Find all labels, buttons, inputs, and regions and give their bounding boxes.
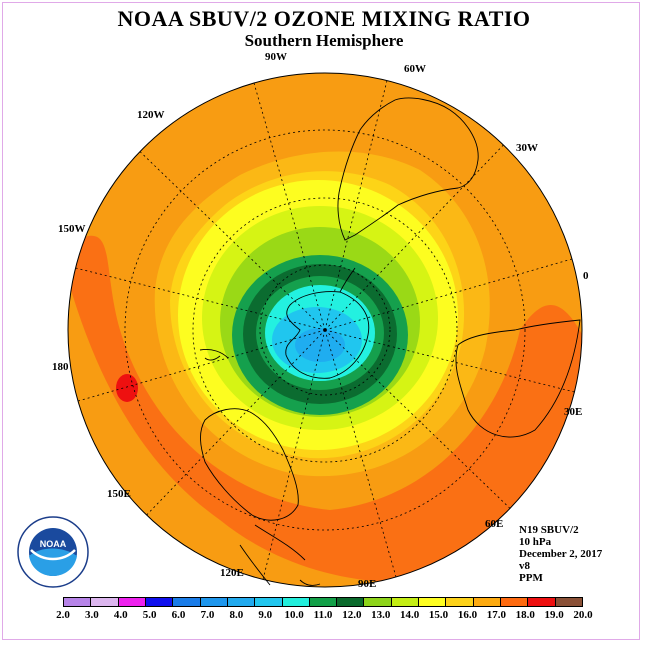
lon-label-0: 0 <box>583 270 589 282</box>
lon-label-30e: 30E <box>564 406 582 418</box>
colorbar-swatch <box>501 598 529 606</box>
lon-label-120w: 120W <box>137 109 165 121</box>
colorbar-swatch <box>446 598 474 606</box>
coast-antarctic-peninsula <box>339 267 356 293</box>
colorbar-label: 11.0 <box>313 609 333 621</box>
lon-label-60e: 60E <box>485 518 503 530</box>
colorbar-label: 13.0 <box>371 609 391 621</box>
lon-label-120e: 120E <box>220 567 244 579</box>
colorbar-swatch <box>528 598 556 606</box>
colorbar-label: 8.0 <box>229 609 244 621</box>
lon-label-90e: 90E <box>358 578 376 590</box>
logo-center-text: NOAA <box>40 539 67 549</box>
coast-new-zealand <box>199 349 229 361</box>
lon-label-90w: 90W <box>265 51 287 63</box>
coast-indonesia <box>239 524 321 586</box>
field-core <box>295 328 345 362</box>
noaa-logo: NOAA <box>17 516 89 588</box>
latitude-circles <box>124 129 526 531</box>
colorbar-label: 7.0 <box>200 609 215 621</box>
colorbar-swatch <box>91 598 119 606</box>
colorbar-label: 4.0 <box>113 609 128 621</box>
colorbar-label: 20.0 <box>573 609 593 621</box>
colorbar-label: 19.0 <box>544 609 564 621</box>
longitude-labels: 0 30E 60E 90E 120E 150E 180 150W 120W 90… <box>52 51 589 590</box>
colorbar-swatch <box>282 598 310 606</box>
colorbar <box>63 597 583 607</box>
colorbar-label: 3.0 <box>85 609 99 621</box>
coastlines <box>199 97 581 586</box>
colorbar-label: 16.0 <box>457 609 478 621</box>
map-title: NOAA SBUV/2 OZONE MIXING RATIO <box>117 6 531 31</box>
colorbar-swatch <box>555 598 582 606</box>
colorbar-swatch <box>391 598 420 606</box>
lon-label-60w: 60W <box>404 63 426 75</box>
colorbar-labels: 2.0 3.0 4.0 5.0 6.0 7.0 8.0 9.0 10.0 11.0 12.0 13.0… <box>48 609 598 623</box>
colorbar-label: 2.0 <box>56 609 70 621</box>
info-units: PPM <box>519 572 543 584</box>
field-max-cell <box>116 374 138 402</box>
colorbar-swatch <box>255 598 283 606</box>
colorbar-label: 14.0 <box>400 609 420 621</box>
info-version: v8 <box>519 560 530 572</box>
colorbar-swatch <box>473 598 501 606</box>
lon-label-150w: 150W <box>58 223 86 235</box>
map-subtitle: Southern Hemisphere <box>244 31 404 50</box>
lon-label-30w: 30W <box>516 142 538 154</box>
colorbar-label: 18.0 <box>515 609 535 621</box>
colorbar-swatch <box>227 598 256 606</box>
colorbar-label: 6.0 <box>171 609 186 621</box>
lon-label-150e: 150E <box>107 488 131 500</box>
figure-frame <box>2 2 640 640</box>
colorbar-swatch <box>309 598 338 606</box>
coast-south-america <box>337 97 479 241</box>
colorbar-swatch <box>145 598 174 606</box>
lon-label-180: 180 <box>52 361 69 373</box>
colorbar-swatch <box>118 598 146 606</box>
colorbar-label: 17.0 <box>486 609 506 621</box>
colorbar-swatch <box>173 598 201 606</box>
colorbar-swatch <box>364 598 392 606</box>
colorbar-swatch <box>419 598 447 606</box>
field-band-17-18 <box>68 235 582 583</box>
info-block: N19 SBUV/2 10 hPa December 2, 2017 v8 PP… <box>519 524 602 584</box>
colorbar-label: 9.0 <box>258 609 273 621</box>
coast-africa <box>455 319 581 438</box>
map-boundary <box>67 72 583 588</box>
info-level: 10 hPa <box>519 536 552 548</box>
colorbar-label: 15.0 <box>428 609 449 621</box>
colorbar-swatch <box>337 598 365 606</box>
colorbar-label: 12.0 <box>342 609 362 621</box>
colorbar-label: 10.0 <box>284 609 304 621</box>
colorbar-swatch <box>200 598 228 606</box>
colorbar-swatch <box>64 598 92 606</box>
colorbar-label: 5.0 <box>142 609 157 621</box>
info-date: December 2, 2017 <box>519 548 603 560</box>
info-satellite: N19 SBUV/2 <box>519 524 579 536</box>
coast-australia <box>200 408 299 521</box>
